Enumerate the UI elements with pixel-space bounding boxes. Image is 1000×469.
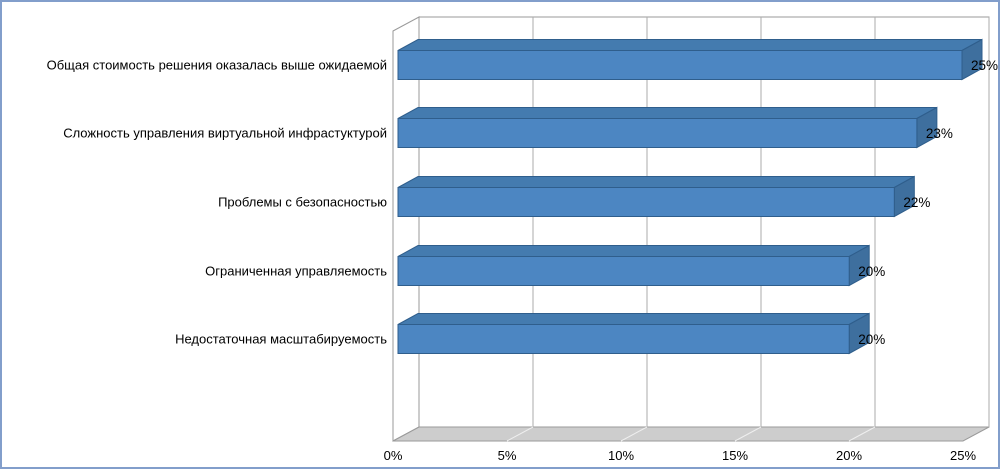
x-axis-tick-label: 5% xyxy=(498,448,517,463)
bar-front-face xyxy=(397,324,850,354)
bar-front-face xyxy=(397,187,895,217)
x-axis-tick-label: 20% xyxy=(836,448,862,463)
x-axis-tick-label: 15% xyxy=(722,448,748,463)
x-axis-tick-label: 10% xyxy=(608,448,634,463)
bar-front-face xyxy=(397,118,918,148)
category-label: Ограниченная управляемость xyxy=(205,264,387,279)
value-label: 22% xyxy=(903,195,930,210)
category-label: Сложность управления виртуальной инфраст… xyxy=(63,126,387,141)
bar-front-face xyxy=(397,256,850,286)
plot-floor xyxy=(392,426,990,442)
value-label: 20% xyxy=(858,332,885,347)
category-label: Общая стоимость решения оказалась выше о… xyxy=(47,58,387,73)
category-label: Недостаточная масштабируемость xyxy=(175,332,387,347)
bar-front-face xyxy=(397,50,963,80)
bar-top-face xyxy=(397,107,938,119)
x-axis-tick-label: 25% xyxy=(950,448,976,463)
value-label: 23% xyxy=(926,126,953,141)
category-label: Проблемы с безопасностью xyxy=(218,195,387,210)
floor-gridline xyxy=(620,426,648,442)
floor-gridline xyxy=(848,426,876,442)
plot-side-wall xyxy=(392,16,420,442)
bar-top-face xyxy=(397,245,870,257)
floor-gridline xyxy=(734,426,762,442)
floor-gridline xyxy=(506,426,534,442)
value-label: 25% xyxy=(971,58,998,73)
plot-back-wall xyxy=(418,16,990,428)
x-axis-tick-label: 0% xyxy=(384,448,403,463)
bar-top-face xyxy=(397,176,915,188)
bar-top-face xyxy=(397,39,983,51)
bar-top-face xyxy=(397,313,870,325)
value-label: 20% xyxy=(858,264,885,279)
